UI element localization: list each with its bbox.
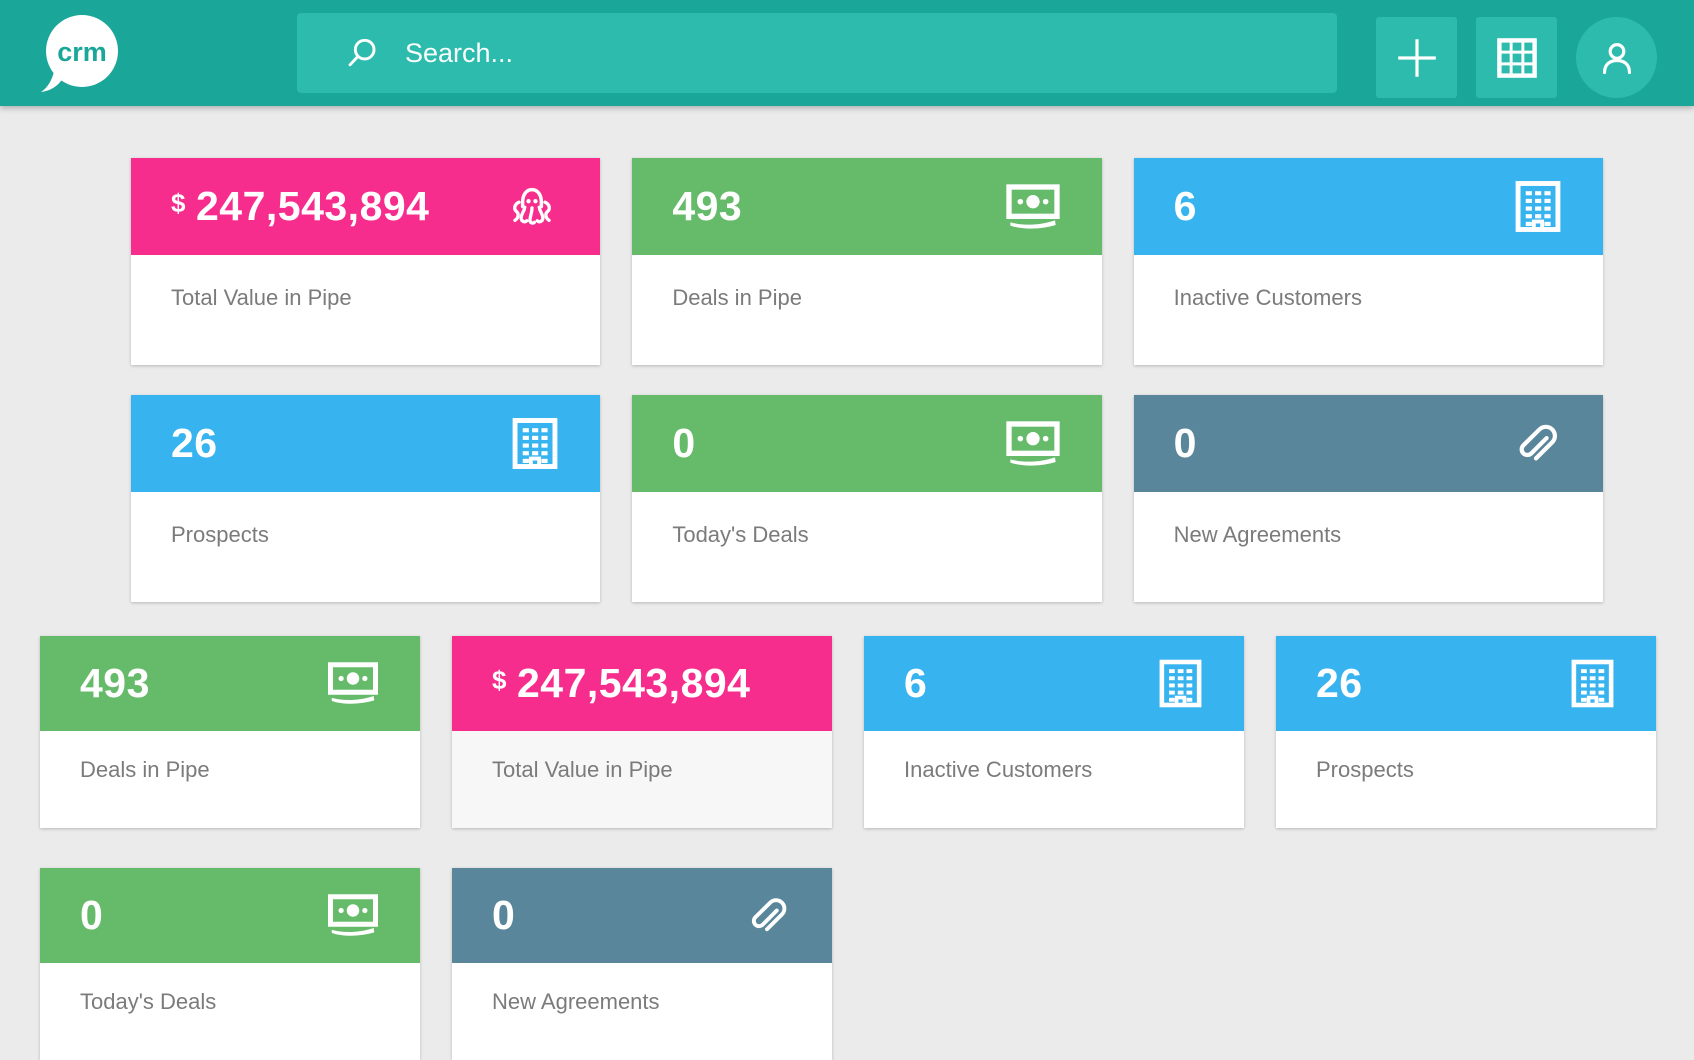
paperclip-icon <box>744 893 790 939</box>
stat-card-todays-deals[interactable]: 0 Today's Deals <box>632 395 1102 602</box>
building-icon <box>1571 659 1614 708</box>
card-label: Today's Deals <box>80 989 217 1014</box>
stat-card-deals-in-pipe-2[interactable]: 493 Deals in Pipe <box>40 636 420 828</box>
paperclip-icon <box>1511 419 1561 469</box>
card-label: Inactive Customers <box>904 757 1093 782</box>
card-body: Deals in Pipe <box>632 255 1102 365</box>
card-body: New Agreements <box>1133 492 1603 602</box>
card-band: 0 <box>452 868 832 963</box>
card-band: 26 <box>1276 636 1656 731</box>
card-body: Prospects <box>1276 731 1656 828</box>
building-icon <box>512 417 558 470</box>
stat-card-prospects[interactable]: 26 Prospects <box>131 395 601 602</box>
card-band: $ 247,543,894 <box>131 158 601 255</box>
card-value: 26 <box>171 420 218 466</box>
card-label: Deals in Pipe <box>80 757 210 782</box>
card-label: Prospects <box>1316 757 1414 782</box>
building-icon <box>1515 180 1561 233</box>
stat-card-todays-deals-2[interactable]: 0 Today's Deals <box>40 868 420 1060</box>
search-bar[interactable] <box>297 13 1337 93</box>
card-value: $ 247,543,894 <box>492 660 751 706</box>
app-header: crm <box>0 0 1694 106</box>
card-label: Today's Deals <box>672 522 809 547</box>
add-button[interactable] <box>1376 17 1457 98</box>
card-band: 493 <box>632 158 1102 255</box>
card-value: $ 247,543,894 <box>171 183 430 229</box>
card-label: New Agreements <box>492 989 660 1014</box>
stat-card-inactive-customers[interactable]: 6 Inactive Customers <box>1133 158 1603 365</box>
card-label: Deals in Pipe <box>672 285 802 310</box>
money-icon <box>328 893 378 938</box>
card-band: 0 <box>40 868 420 963</box>
search-input[interactable] <box>405 13 1337 93</box>
card-body: New Agreements <box>452 963 832 1060</box>
card-label: Prospects <box>171 522 269 547</box>
card-value: 6 <box>1173 183 1197 229</box>
currency-symbol: $ <box>171 188 186 218</box>
profile-button[interactable] <box>1576 17 1657 98</box>
card-value: 0 <box>80 892 104 938</box>
card-body: Inactive Customers <box>1133 255 1603 365</box>
card-value: 493 <box>672 183 743 229</box>
plus-icon <box>1391 32 1443 84</box>
person-icon <box>1596 37 1638 79</box>
card-body: Today's Deals <box>40 963 420 1060</box>
stat-card-prospects-2[interactable]: 26 Prospects <box>1276 636 1656 828</box>
card-body: Today's Deals <box>632 492 1102 602</box>
card-band: 0 <box>1133 395 1603 492</box>
card-band: $ 247,543,894 <box>452 636 832 731</box>
stat-card-total-value-pipe-2[interactable]: $ 247,543,894 Total Value in Pipe <box>452 636 832 828</box>
stat-card-deals-in-pipe[interactable]: 493 Deals in Pipe <box>632 158 1102 365</box>
card-value: 0 <box>1173 420 1197 466</box>
card-label: Total Value in Pipe <box>492 757 673 782</box>
card-value: 493 <box>80 660 150 706</box>
card-band: 6 <box>864 636 1244 731</box>
stats-section-secondary: 493 Deals in Pipe $ 247,543,894 Total Va… <box>40 636 1656 1060</box>
logo-text: crm <box>57 37 107 67</box>
stat-card-inactive-customers-2[interactable]: 6 Inactive Customers <box>864 636 1244 828</box>
card-body: Prospects <box>131 492 601 602</box>
money-icon <box>1006 420 1060 468</box>
money-icon <box>328 661 378 706</box>
card-label: New Agreements <box>1173 522 1342 547</box>
stat-card-new-agreements[interactable]: 0 New Agreements <box>1133 395 1603 602</box>
card-band: 6 <box>1133 158 1603 255</box>
stat-card-new-agreements-2[interactable]: 0 New Agreements <box>452 868 832 1060</box>
currency-symbol: $ <box>492 665 507 695</box>
card-value: 0 <box>672 420 696 466</box>
card-label: Inactive Customers <box>1173 285 1362 310</box>
card-body: Deals in Pipe <box>40 731 420 828</box>
money-icon <box>1006 183 1060 231</box>
search-icon <box>345 35 381 71</box>
apps-grid-button[interactable] <box>1476 17 1557 98</box>
stat-card-total-value-pipe[interactable]: $ 247,543,894 Total Value in Pipe <box>131 158 601 365</box>
building-icon <box>1159 659 1202 708</box>
card-band: 0 <box>632 395 1102 492</box>
stats-section-primary: $ 247,543,894 Total Value in Pipe 493 De… <box>131 158 1603 602</box>
card-value: 26 <box>1316 660 1363 706</box>
card-body: Total Value in Pipe <box>452 731 832 828</box>
octopus-icon <box>506 183 558 230</box>
card-value: 6 <box>904 660 928 706</box>
card-band: 493 <box>40 636 420 731</box>
card-value: 0 <box>492 892 516 938</box>
app-logo[interactable]: crm <box>40 13 120 93</box>
card-band: 26 <box>131 395 601 492</box>
grid-icon <box>1495 36 1539 80</box>
card-body: Inactive Customers <box>864 731 1244 828</box>
card-body: Total Value in Pipe <box>131 255 601 365</box>
card-label: Total Value in Pipe <box>171 285 352 310</box>
